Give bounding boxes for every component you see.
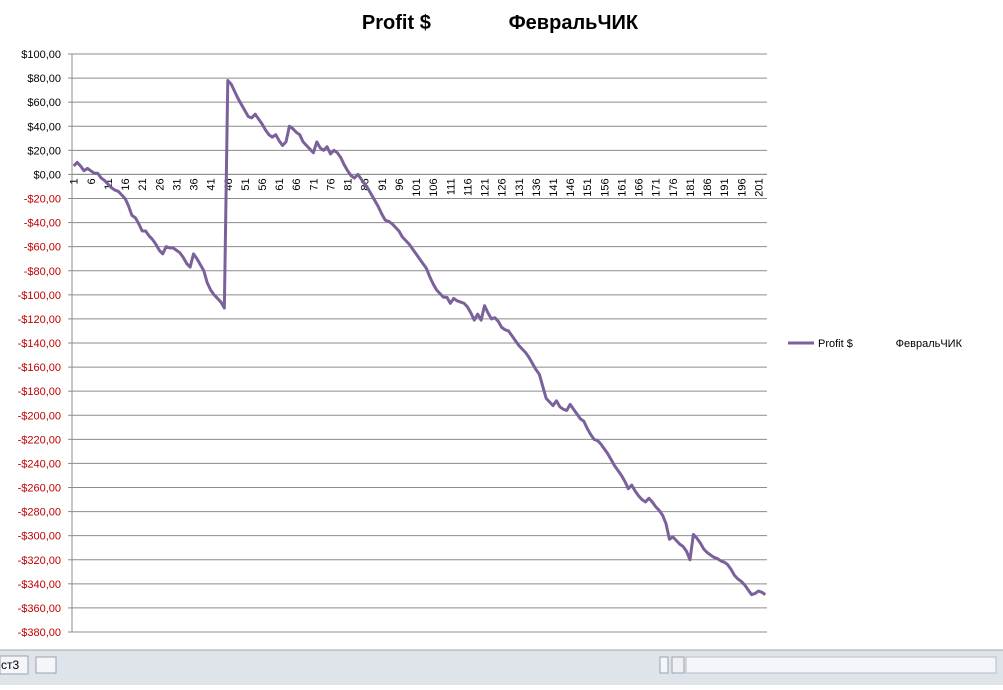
x-tick-label: 196 <box>736 178 748 196</box>
y-tick-label: -$260,00 <box>18 483 61 495</box>
x-tick-label: 156 <box>599 178 611 196</box>
x-tick-label: 146 <box>565 178 577 196</box>
y-tick-label: -$160,00 <box>18 362 61 374</box>
y-tick-label: -$360,00 <box>18 603 61 615</box>
x-tick-label: 181 <box>685 178 697 196</box>
x-tick-label: 81 <box>343 178 355 190</box>
legend-label: Profit $ ФевральЧИК <box>818 338 963 350</box>
x-tick-label: 166 <box>634 178 646 196</box>
x-tick-label: 96 <box>394 178 406 190</box>
x-tick-label: 31 <box>171 178 183 190</box>
scroll-left[interactable] <box>671 656 685 674</box>
y-tick-label: -$120,00 <box>18 314 61 326</box>
x-tick-label: 56 <box>257 178 269 190</box>
x-tick-label: 16 <box>120 178 132 190</box>
y-tick-label: -$240,00 <box>18 458 61 470</box>
x-tick-label: 66 <box>291 178 303 190</box>
y-tick-label: -$100,00 <box>18 290 61 302</box>
y-tick-label: $40,00 <box>27 121 61 133</box>
x-tick-label: 136 <box>531 178 543 196</box>
y-tick-label: -$20,00 <box>24 194 61 206</box>
x-tick-label: 111 <box>445 178 457 195</box>
x-tick-label: 191 <box>719 178 731 196</box>
y-tick-label: -$140,00 <box>18 338 61 350</box>
x-tick-label: 61 <box>274 178 286 190</box>
y-tick-label: -$340,00 <box>18 579 61 591</box>
y-tick-label: $80,00 <box>27 73 61 85</box>
x-tick-label: 1 <box>69 178 81 184</box>
x-tick-label: 121 <box>480 178 492 196</box>
x-tick-label: 151 <box>582 178 594 196</box>
y-tick-label: -$280,00 <box>18 507 61 519</box>
y-tick-label: -$60,00 <box>24 242 61 254</box>
y-tick-label: $60,00 <box>27 97 61 109</box>
scrollbar[interactable] <box>685 656 997 674</box>
y-tick-label: -$200,00 <box>18 410 61 422</box>
x-tick-label: 106 <box>428 178 440 196</box>
x-tick-label: 21 <box>137 178 149 190</box>
chart-title: Profit $ ФевральЧИК <box>362 12 639 34</box>
x-tick-label: 201 <box>753 178 765 196</box>
x-tick-label: 41 <box>206 178 218 190</box>
x-tick-label: 51 <box>240 178 252 190</box>
sheet-tab[interactable] <box>0 655 29 675</box>
x-tick-label: 76 <box>325 178 337 190</box>
sheet-tab-label[interactable]: ст3 <box>1 658 19 672</box>
y-tick-label: -$300,00 <box>18 531 61 543</box>
x-tick-label: 6 <box>86 178 98 184</box>
x-tick-label: 126 <box>497 178 509 196</box>
y-tick-label: -$380,00 <box>18 627 61 639</box>
y-tick-label: -$180,00 <box>18 386 61 398</box>
line <box>72 78 767 597</box>
x-tick-label: 36 <box>189 178 201 190</box>
x-tick-label: 101 <box>411 178 423 196</box>
insert-sheet[interactable] <box>35 656 57 674</box>
y-tick-label: -$320,00 <box>18 555 61 567</box>
y-tick-label: -$40,00 <box>24 218 61 230</box>
y-tick-label: -$220,00 <box>18 434 61 446</box>
y-tick-label: $20,00 <box>27 145 61 157</box>
y-tick-label: -$80,00 <box>24 266 61 278</box>
x-tick-label: 91 <box>377 178 389 190</box>
x-tick-label: 71 <box>308 178 320 190</box>
x-tick-label: 186 <box>702 178 714 196</box>
y-tick-label: $100,00 <box>21 49 61 61</box>
y-tick-label: $0,00 <box>33 169 61 181</box>
x-tick-label: 46 <box>223 178 235 190</box>
x-tick-label: 161 <box>616 178 628 196</box>
x-tick-label: 26 <box>154 178 166 190</box>
x-tick-label: 131 <box>514 178 526 196</box>
x-tick-label: 176 <box>668 178 680 196</box>
x-tick-label: 141 <box>548 178 560 196</box>
x-tick-label: 116 <box>462 178 474 196</box>
splitter[interactable] <box>659 656 669 674</box>
x-tick-label: 171 <box>651 178 663 196</box>
